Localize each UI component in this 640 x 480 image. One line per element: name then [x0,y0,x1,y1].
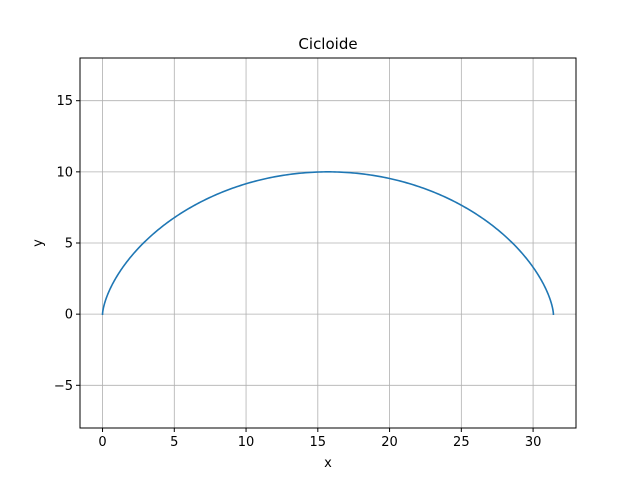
cycloid-series-line [101,171,555,315]
x-tick-label: 0 [98,435,106,450]
grid [80,58,576,428]
y-axis-label: y [31,239,46,247]
x-tick-label: 5 [170,435,178,450]
x-axis-label: x [324,456,332,471]
x-tick-label: 15 [310,435,327,450]
axis-ticks: 0 5 10 15 20 25 30 −5 0 5 10 15 [54,94,542,450]
y-tick-label: 15 [56,94,73,109]
y-tick-label: 10 [56,165,73,180]
y-tick-label: 5 [65,237,73,252]
series-layer [101,171,555,315]
x-tick-label: 10 [238,435,255,450]
y-tick-label: 0 [65,308,73,323]
chart-title: Cicloide [298,35,357,53]
x-tick-label: 25 [453,435,470,450]
x-tick-label: 30 [525,435,542,450]
y-tick-label: −5 [54,379,73,394]
x-tick-label: 20 [381,435,398,450]
